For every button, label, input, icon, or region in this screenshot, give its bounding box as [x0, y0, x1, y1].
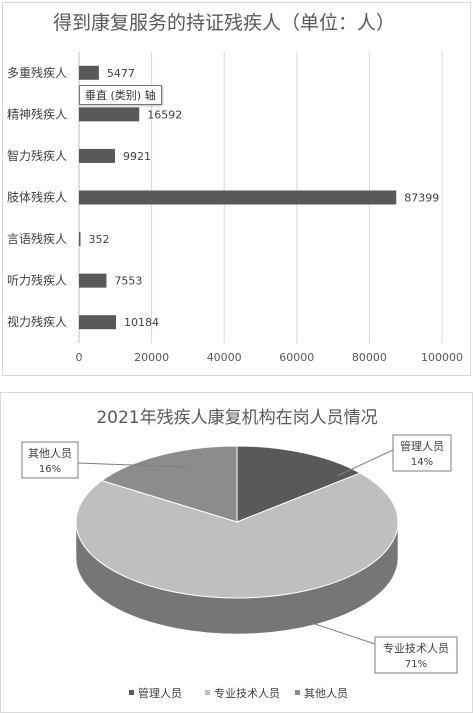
category-label: 听力残疾人 [7, 273, 67, 288]
slice-name-label: 其他人员 [28, 447, 72, 460]
legend-swatch [295, 690, 300, 695]
slice-percent-label: 14% [411, 457, 433, 468]
category-label: 多重残疾人 [7, 65, 67, 80]
legend-label: 专业技术人员 [214, 686, 280, 700]
pie-chart-title: 2021年残疾人康复机构在岗人员情况 [96, 408, 377, 428]
data-label: 5477 [107, 67, 135, 80]
x-tick-label: 20000 [134, 351, 169, 364]
bar-chart: 得到康复服务的持证残疾人（单位：人） 0 20000 40000 60000 80000… [2, 2, 471, 376]
data-label: 7553 [114, 275, 142, 288]
legend-swatch [129, 690, 134, 695]
x-tick-label: 80000 [352, 351, 387, 364]
pie-top-group [75, 445, 399, 599]
callout-leader [77, 462, 189, 468]
category-label: 言语残疾人 [7, 231, 67, 246]
category-label: 视力残疾人 [7, 314, 67, 329]
bar-chart-svg: 得到康复服务的持证残疾人（单位：人） 0 20000 40000 60000 80000… [7, 12, 463, 364]
bar-chart-title: 得到康复服务的持证残疾人（单位：人） [53, 12, 395, 34]
pie-chart: 2021年残疾人康复机构在岗人员情况 管理人员 14% 专业技术人员 71% 其他人员 1… [0, 392, 473, 713]
data-label: 9921 [123, 150, 151, 163]
legend-swatch [205, 690, 210, 695]
x-tick-label: 60000 [279, 351, 314, 364]
bar [79, 232, 81, 247]
x-tick-label: 40000 [207, 351, 242, 364]
x-tick-label: 0 [76, 351, 83, 364]
slice-percent-label: 16% [39, 464, 61, 475]
legend-label: 管理人员 [138, 686, 182, 700]
slice-percent-label: 71% [405, 659, 427, 670]
bar [79, 148, 116, 163]
slice-name-label: 专业技术人员 [383, 641, 449, 655]
pie-slice [75, 472, 399, 599]
slice-name-label: 管理人员 [400, 439, 444, 453]
category-label: 精神残疾人 [7, 106, 67, 121]
bar [79, 107, 140, 122]
callout-box [21, 441, 79, 479]
category-label: 智力残疾人 [7, 148, 67, 163]
callout-leader [336, 449, 394, 477]
data-label: 352 [89, 233, 110, 246]
pie-slice [236, 445, 362, 523]
bar [79, 190, 397, 205]
legend-label: 其他人员 [304, 687, 348, 700]
bar [79, 65, 99, 80]
pie-chart-svg: 2021年残疾人康复机构在岗人员情况 管理人员 14% 专业技术人员 71% 其他人员 1… [21, 408, 458, 700]
callout-box [392, 434, 452, 472]
category-label: 肢体残疾人 [7, 190, 67, 205]
bar [79, 273, 107, 288]
data-label: 87399 [404, 192, 439, 205]
data-label: 16592 [147, 108, 182, 121]
data-label: 10184 [124, 316, 159, 329]
x-tick-label: 100000 [421, 351, 463, 364]
callout-leader [284, 613, 376, 645]
bar [79, 315, 116, 330]
callout-box [374, 636, 458, 674]
axis-tooltip: 垂直 (类别) 轴 [79, 85, 162, 105]
bar-chart-frame [2, 2, 471, 376]
